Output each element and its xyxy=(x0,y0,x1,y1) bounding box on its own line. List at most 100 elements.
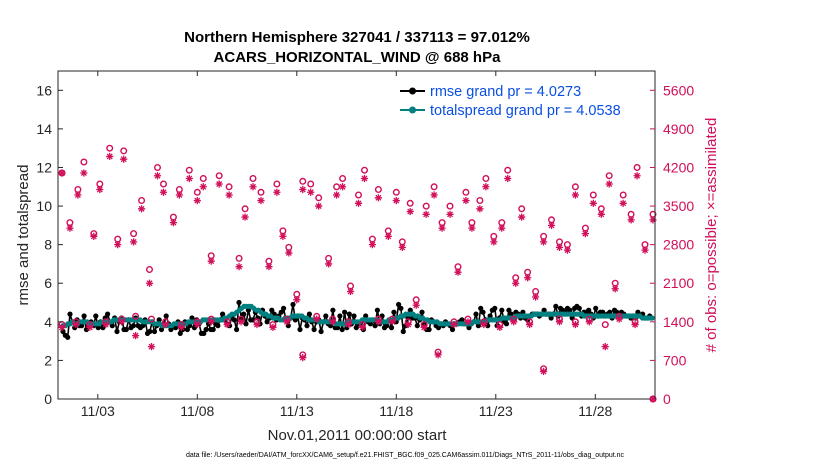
left-tick-label: 2 xyxy=(44,352,52,368)
rmse-point xyxy=(278,309,284,315)
right-tick-label: 3500 xyxy=(663,198,694,214)
obs-assimilated-marker xyxy=(344,320,353,329)
rmse-point xyxy=(367,321,373,327)
obs-possible-marker xyxy=(147,315,155,323)
obs-possible-marker xyxy=(601,321,609,329)
right-tick-label: 4200 xyxy=(663,159,694,175)
obs-assimilated-marker xyxy=(512,279,520,287)
obs-assimilated-marker xyxy=(611,285,619,293)
obs-possible-marker xyxy=(482,174,490,182)
obs-possible-marker xyxy=(199,174,207,182)
rmse-point xyxy=(130,323,136,329)
obs-assimilated-marker xyxy=(299,354,307,362)
obs-possible-marker xyxy=(589,191,597,199)
obs-assimilated-marker xyxy=(80,169,88,177)
rmse-point xyxy=(541,307,547,313)
rmse-point xyxy=(290,301,296,308)
obs-assimilated-marker xyxy=(118,318,126,326)
obs-assimilated-marker xyxy=(490,238,498,246)
obs-possible-marker xyxy=(153,163,161,171)
obs-assimilated-marker xyxy=(207,318,215,326)
obs-assimilated-marker xyxy=(225,191,233,199)
obs-assimilated-marker xyxy=(120,155,128,163)
obs-assimilated-marker xyxy=(358,323,367,331)
obs-possible-marker xyxy=(159,180,167,188)
rmse-point xyxy=(311,326,317,333)
obs-assimilated-marker xyxy=(313,315,321,323)
rmse-point xyxy=(480,309,486,315)
obs-assimilated-marker xyxy=(207,257,215,265)
rmse-point xyxy=(210,326,216,333)
obs-assimilated-marker xyxy=(145,279,154,287)
obs-assimilated-marker xyxy=(257,196,265,205)
obs-possible-marker xyxy=(339,174,347,182)
x-tick-label: 11/28 xyxy=(578,403,612,419)
obs-possible-marker xyxy=(241,205,249,213)
obs-assimilated-marker xyxy=(404,320,412,329)
obs-assimilated-marker xyxy=(241,213,249,221)
y-axis-label-right: # of obs: o=possible; ×=assimilated xyxy=(703,118,720,353)
obs-assimilated-marker xyxy=(368,241,377,249)
obs-assimilated-marker xyxy=(430,191,438,199)
obs-possible-marker xyxy=(504,166,512,174)
rmse-point xyxy=(243,321,249,327)
rmse-point xyxy=(158,326,165,333)
rmse-point xyxy=(346,311,352,317)
obs-possible-marker xyxy=(462,188,470,196)
right-tick-label: 0 xyxy=(663,391,671,407)
rmse-point xyxy=(553,303,559,309)
rmse-point xyxy=(388,325,395,331)
obs-assimilated-marker xyxy=(524,274,532,282)
obs-assimilated-marker xyxy=(333,191,341,199)
obs-assimilated-marker xyxy=(498,224,506,232)
obs-possible-marker xyxy=(571,183,579,191)
obs-assimilated-marker xyxy=(539,367,548,376)
x-axis-label: Nov.01,2011 00:00:00 start xyxy=(268,427,448,444)
obs-assimilated-marker xyxy=(338,183,347,191)
obs-assimilated-marker xyxy=(480,320,488,329)
obs-assimilated-marker xyxy=(96,185,104,194)
obs-assimilated-marker xyxy=(438,224,446,232)
right-tick-label: 4900 xyxy=(663,121,694,137)
obs-possible-marker xyxy=(193,188,201,196)
rmse-point xyxy=(576,305,582,311)
y-axis-label-left: rmse and totalspread xyxy=(15,165,32,306)
right-tick-label: 5600 xyxy=(663,82,694,98)
obs-assimilated-marker xyxy=(235,263,243,271)
obs-possible-marker xyxy=(80,158,88,166)
rmse-point xyxy=(337,313,343,319)
rmse-point xyxy=(109,323,115,329)
legend: rmse grand pr = 4.0273 totalspread grand… xyxy=(400,84,621,119)
obs-assimilated-marker xyxy=(269,323,277,331)
obs-assimilated-marker xyxy=(420,323,428,331)
obs-assimilated-marker xyxy=(581,230,589,238)
obs-assimilated-marker xyxy=(633,172,641,180)
rmse-point xyxy=(231,317,237,323)
obs-possible-marker xyxy=(235,254,243,262)
rmse-point xyxy=(114,328,120,335)
obs-assimilated-marker xyxy=(132,332,140,340)
rmse-point xyxy=(478,305,484,311)
obs-assimilated-marker xyxy=(249,183,257,191)
rmse-point xyxy=(548,315,554,321)
rmse-point xyxy=(391,309,397,315)
obs-assimilated-marker xyxy=(315,202,323,210)
rmse-point xyxy=(363,313,369,319)
obs-possible-marker xyxy=(619,191,627,199)
obs-assimilated-marker xyxy=(392,196,400,205)
obs-assimilated-marker xyxy=(627,216,635,224)
rmse-point xyxy=(236,299,242,306)
rmse-point xyxy=(281,305,287,311)
obs-possible-marker xyxy=(138,196,146,204)
obs-assimilated-marker xyxy=(159,188,168,196)
rmse-point xyxy=(426,326,432,333)
rmse-point xyxy=(147,328,153,335)
rmse-point xyxy=(567,307,573,313)
plot-area xyxy=(58,71,655,399)
rmse-point xyxy=(508,311,514,317)
rmse-point xyxy=(306,311,312,317)
obs-assimilated-marker xyxy=(307,188,315,196)
rmse-point xyxy=(304,323,310,329)
obs-assimilated-marker xyxy=(273,188,281,196)
